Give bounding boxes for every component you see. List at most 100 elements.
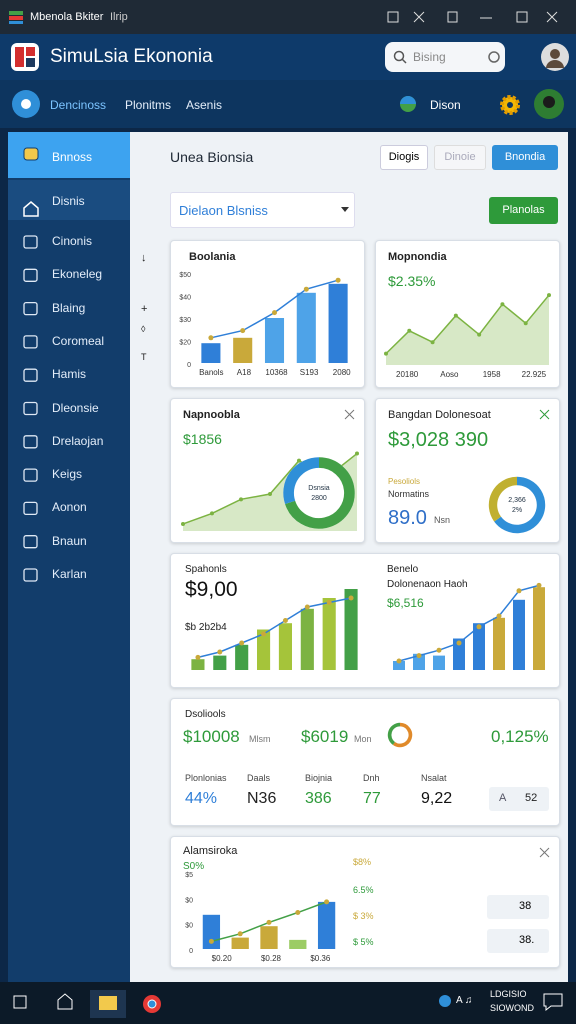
- metric: 89.0: [388, 507, 427, 529]
- x-label: A18: [237, 368, 252, 377]
- window-controls[interactable]: [380, 8, 570, 26]
- sidebar-item[interactable]: Keigs: [52, 467, 83, 482]
- sidebar-item[interactable]: Hamis: [52, 367, 87, 382]
- button[interactable]: Diogis: [380, 145, 428, 170]
- taskbar-icons[interactable]: [10, 990, 190, 1018]
- bar: [493, 617, 505, 670]
- point: [348, 595, 354, 601]
- bar: [322, 598, 336, 670]
- close[interactable]: [539, 847, 551, 859]
- side-mark: +: [141, 303, 148, 315]
- donut-label: 2800: [311, 495, 327, 502]
- sidebar-item[interactable]: Drelaojan: [52, 433, 104, 448]
- sidebar-icon: [23, 335, 38, 349]
- point: [456, 640, 462, 646]
- sidebar-item[interactable]: Cinonis: [52, 234, 93, 248]
- metric-unit: Mlsm: [249, 734, 271, 744]
- sidebar-icon: [23, 568, 38, 582]
- right-label: $ 3%: [353, 911, 374, 921]
- donut-label: 2,366: [508, 497, 526, 504]
- right-label: 6.5%: [353, 885, 374, 895]
- x-label: 1958: [483, 370, 501, 379]
- sidebar-icon: [23, 368, 38, 382]
- point: [477, 332, 482, 337]
- close[interactable]: [539, 409, 551, 421]
- sidebar-item[interactable]: Aonon: [52, 500, 87, 515]
- dropdown-text: Dielaon Blsniss: [179, 203, 268, 218]
- x-label: 22.925: [522, 370, 547, 379]
- card-title: Benelo: [387, 564, 419, 575]
- nav-item[interactable]: Asenis: [186, 98, 223, 112]
- bar: [300, 608, 314, 670]
- bar: [278, 623, 292, 670]
- notifications[interactable]: [542, 991, 564, 1013]
- x-label: S193: [300, 368, 319, 377]
- point: [239, 497, 243, 502]
- nav-icon[interactable]: [11, 89, 41, 119]
- card-value: $2.35%: [388, 273, 436, 289]
- profile[interactable]: [533, 88, 565, 120]
- stat-box: 38: [487, 895, 549, 919]
- donut-slice: [285, 457, 355, 529]
- percent: 0,125%: [491, 727, 549, 746]
- x-label: 10368: [265, 368, 288, 377]
- card: Alamsiroka S0% $0.20 $0.28 $0.36 $5 $0 $0 0 $8…: [170, 836, 560, 968]
- sub-title: Normatins: [388, 489, 430, 499]
- point: [547, 293, 551, 298]
- stat-box-value: 38.: [519, 934, 535, 946]
- nav-item[interactable]: Dencinoss: [50, 98, 107, 112]
- search-box[interactable]: Bising: [385, 42, 505, 72]
- point: [268, 492, 272, 497]
- stat-label: Plonlonias: [185, 773, 227, 783]
- x-label: 20180: [396, 370, 419, 379]
- settings-icon[interactable]: [498, 93, 522, 117]
- refresh-icon[interactable]: [479, 50, 501, 64]
- point: [436, 647, 442, 653]
- x-label: Banols: [199, 368, 223, 377]
- sidebar-item[interactable]: Coromeal: [52, 333, 105, 348]
- donut-slice: [494, 476, 546, 534]
- donut: Dsnsia 2800: [283, 457, 355, 529]
- bar: [413, 653, 425, 670]
- user-icon: [400, 96, 416, 112]
- app-name: SimuLsia Ekononia: [50, 46, 213, 67]
- close[interactable]: [344, 409, 356, 421]
- clock: LDGISIO: [490, 989, 527, 999]
- card-value: $1856: [183, 431, 222, 447]
- bar: [257, 629, 271, 670]
- nav-item[interactable]: Plonitms: [125, 98, 172, 112]
- card: Napnoobla $1856 Dsnsia 2800: [170, 398, 365, 543]
- point: [282, 618, 288, 623]
- sidebar-item[interactable]: Bnaun: [52, 533, 87, 548]
- point: [208, 938, 214, 944]
- card-value: S0%: [183, 861, 205, 872]
- y-label: $30: [179, 317, 191, 324]
- card: Dsoliools $10008 Mlsm $6019 Mon 0,125% P…: [170, 698, 560, 826]
- sidebar-selected[interactable]: [8, 180, 130, 220]
- bar: [513, 599, 525, 670]
- sidebar-item[interactable]: Karlan: [52, 567, 87, 581]
- search-text: Bising: [413, 50, 446, 64]
- sidebar-item[interactable]: Blaing: [52, 300, 86, 315]
- button[interactable]: Bnondia: [492, 145, 558, 170]
- donut: 2,366 2%: [488, 476, 546, 534]
- donut: [387, 722, 413, 748]
- bar: [328, 283, 348, 363]
- tray-icon: [439, 995, 451, 1007]
- sidebar-item[interactable]: Disnis: [52, 194, 85, 208]
- sidebar-item[interactable]: Ekoneleg: [52, 267, 103, 282]
- y-label: $50: [179, 272, 191, 279]
- avatar[interactable]: [540, 42, 570, 72]
- donut-slice: [392, 722, 413, 748]
- donut-slice: [488, 476, 518, 522]
- sidebar-icon: [23, 468, 38, 482]
- bar: [233, 337, 253, 363]
- action-button[interactable]: Planolas: [489, 197, 558, 224]
- stat-box-value: 38: [519, 900, 532, 912]
- sidebar-item[interactable]: Bnnoss: [52, 150, 93, 164]
- button[interactable]: Dinoie: [434, 145, 486, 170]
- x-label: $0.20: [212, 954, 233, 963]
- dropdown[interactable]: Dielaon Blsniss: [170, 192, 355, 228]
- bar: [289, 939, 307, 949]
- sidebar-item[interactable]: Dleonsie: [52, 400, 99, 415]
